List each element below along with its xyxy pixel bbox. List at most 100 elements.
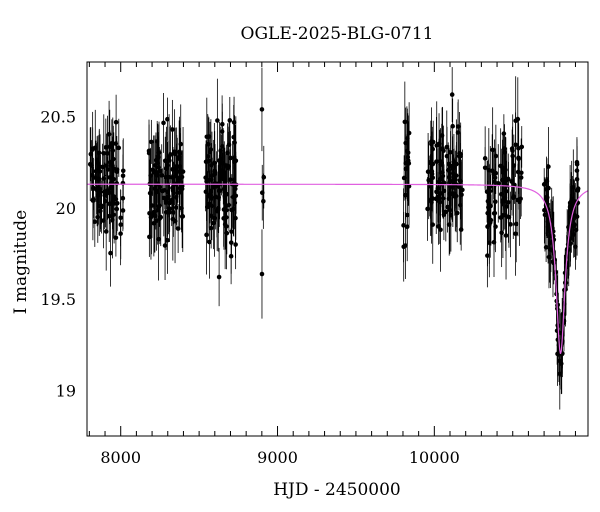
- data-point: [547, 240, 553, 246]
- data-point: [214, 208, 220, 214]
- data-point: [501, 131, 507, 136]
- data-point: [228, 155, 233, 161]
- data-point: [157, 168, 163, 174]
- data-point: [518, 196, 523, 202]
- data-point: [503, 213, 508, 218]
- data-point: [108, 250, 113, 256]
- data-point: [215, 118, 220, 123]
- data-point: [108, 185, 113, 190]
- data-point: [500, 165, 505, 171]
- data-point: [459, 192, 464, 198]
- x-tick-label: 9000: [257, 448, 298, 467]
- data-point: [152, 213, 158, 219]
- data-point: [447, 207, 453, 213]
- data-point: [179, 205, 184, 211]
- data-point: [502, 195, 508, 201]
- data-point: [406, 183, 412, 189]
- data-point: [170, 127, 175, 132]
- data-point: [446, 161, 452, 167]
- data-point: [120, 168, 126, 174]
- data-point: [100, 164, 105, 170]
- data-point: [157, 216, 163, 221]
- data-point: [114, 169, 120, 175]
- data-point: [93, 175, 99, 181]
- data-point: [259, 271, 265, 277]
- data-point: [228, 253, 234, 259]
- data-point: [513, 231, 518, 236]
- data-point: [428, 160, 433, 166]
- data-point: [229, 229, 234, 234]
- data-point: [106, 213, 112, 219]
- data-point: [166, 193, 171, 199]
- data-point: [204, 232, 209, 238]
- y-axis-label: I magnitude: [11, 210, 31, 314]
- x-tick-label: 8000: [100, 448, 141, 467]
- data-point: [506, 214, 512, 220]
- data-point: [485, 198, 491, 204]
- data-point: [103, 145, 109, 150]
- chart-title: OGLE-2025-BLG-0711: [241, 24, 434, 44]
- x-axis-label: HJD - 2450000: [273, 480, 401, 500]
- data-point: [148, 214, 154, 220]
- data-point: [570, 223, 576, 229]
- data-point: [118, 215, 123, 221]
- data-point: [544, 195, 550, 200]
- data-point: [513, 221, 519, 227]
- data-point: [511, 163, 517, 168]
- data-point: [222, 222, 228, 227]
- data-point: [573, 227, 579, 233]
- data-point: [486, 167, 492, 173]
- data-point: [261, 174, 267, 180]
- data-point: [430, 175, 436, 181]
- data-point: [501, 146, 507, 151]
- data-point: [513, 142, 518, 148]
- data-point: [205, 177, 211, 183]
- data-point: [168, 152, 173, 157]
- data-point: [454, 210, 460, 216]
- y-tick-label: 19.5: [40, 290, 76, 309]
- data-point: [259, 107, 265, 112]
- data-point: [111, 176, 116, 182]
- data-point: [95, 214, 101, 220]
- data-point: [574, 176, 580, 182]
- data-point: [568, 199, 574, 204]
- plot-area: 8000 9000 10000 19 19.5 20 20.5: [40, 61, 589, 467]
- data-point: [172, 149, 177, 155]
- data-point: [498, 215, 504, 220]
- data-point: [206, 134, 212, 139]
- data-point: [165, 116, 170, 122]
- data-point: [148, 173, 153, 178]
- data-point: [155, 207, 160, 213]
- data-point: [405, 212, 410, 218]
- data-point: [503, 233, 509, 238]
- data-point: [162, 243, 168, 248]
- data-point: [434, 143, 440, 148]
- data-point: [450, 123, 455, 129]
- data-point: [444, 144, 450, 150]
- data-point: [495, 181, 501, 186]
- data-point: [510, 195, 516, 201]
- data-point: [557, 358, 562, 364]
- data-point: [225, 165, 231, 171]
- data-point: [482, 156, 488, 161]
- data-point: [210, 185, 216, 190]
- data-point: [490, 147, 495, 153]
- data-point: [403, 160, 409, 166]
- data-point: [425, 206, 430, 212]
- data-point: [206, 158, 212, 164]
- data-point: [443, 209, 449, 215]
- data-point: [102, 193, 107, 198]
- data-point: [571, 232, 576, 237]
- data-point: [116, 145, 122, 151]
- data-point: [105, 151, 110, 156]
- data-point: [91, 186, 96, 191]
- data-point: [439, 133, 445, 138]
- data-point: [92, 145, 98, 151]
- data-point: [147, 190, 153, 196]
- data-point: [90, 198, 96, 203]
- data-point: [109, 141, 115, 146]
- data-point: [152, 163, 158, 168]
- data-point: [101, 218, 106, 223]
- data-point: [170, 216, 176, 222]
